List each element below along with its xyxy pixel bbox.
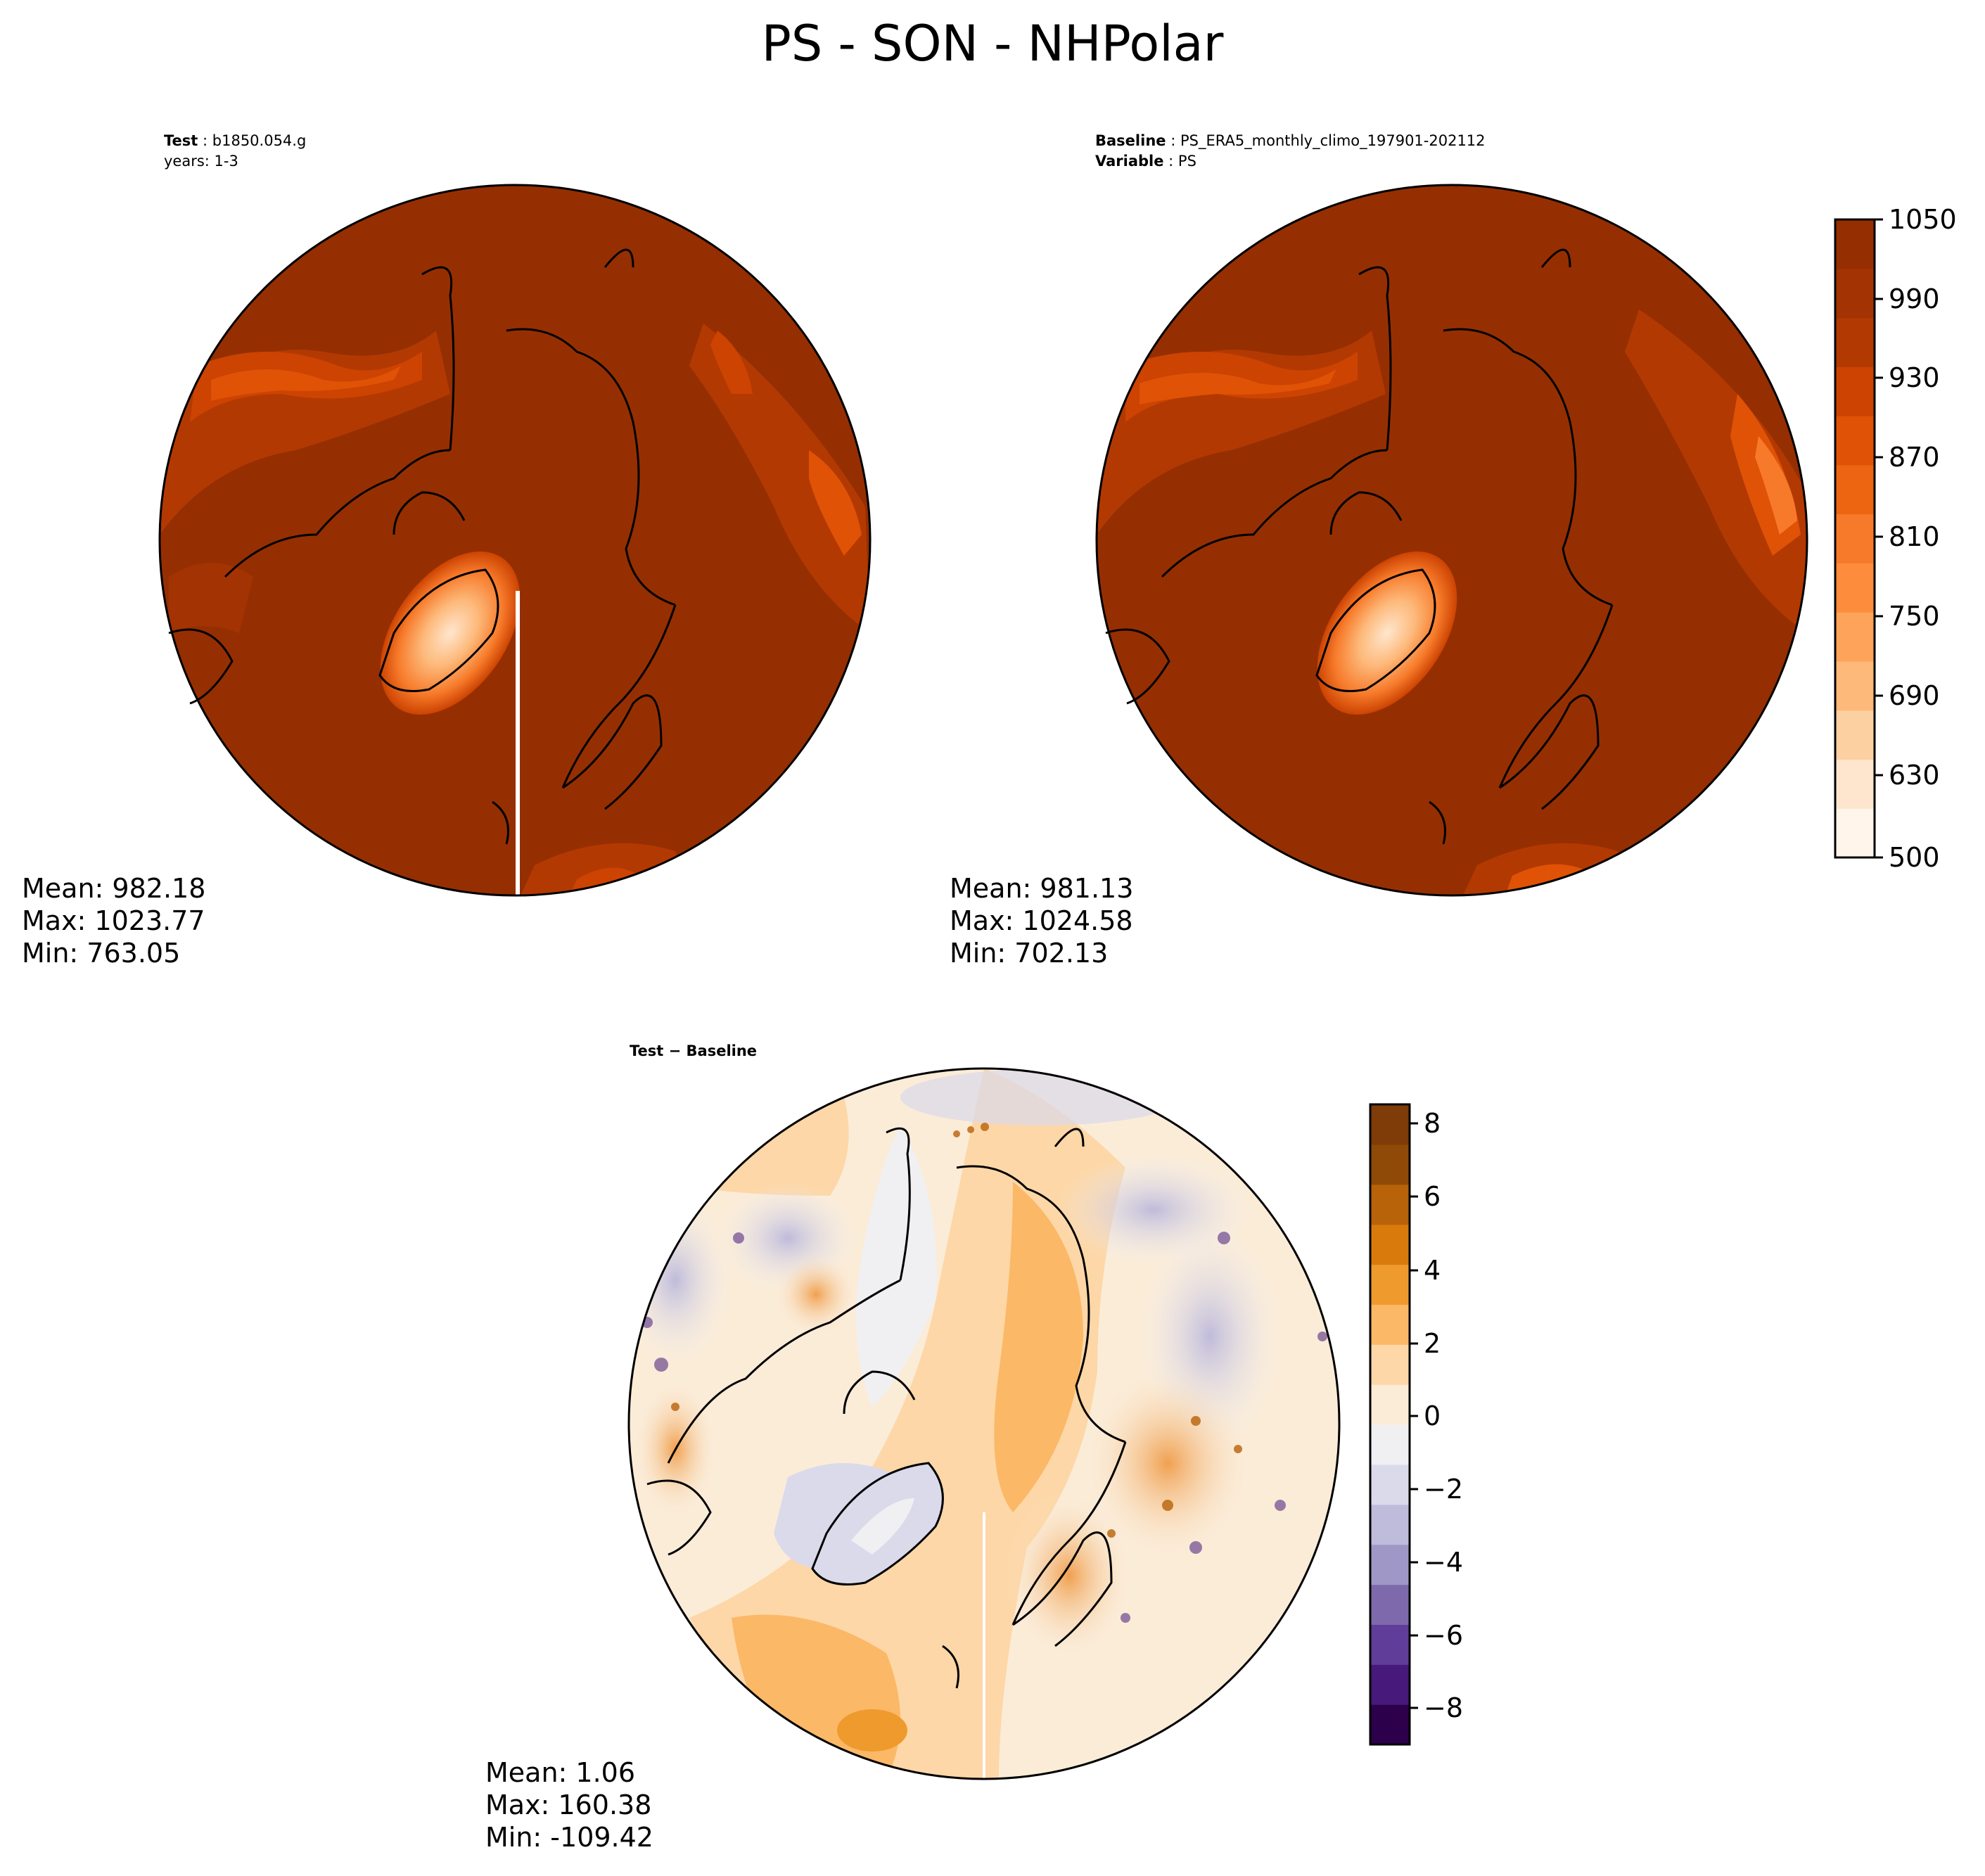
test-mean: Mean: 982.18 <box>22 873 205 904</box>
diff-colorbar-frame <box>1369 1103 1411 1746</box>
diff-colorbar-swatch <box>1370 1504 1410 1545</box>
field-colorbar-tick-label: 990 <box>1889 283 1940 314</box>
diff-colorbar-swatch <box>1370 1224 1410 1265</box>
diff-colorbar-swatch <box>1370 1544 1410 1585</box>
field-colorbar-swatch <box>1835 366 1875 416</box>
diff-colorbar-swatch <box>1370 1624 1410 1665</box>
diff-colorbar-tick-label: −4 <box>1424 1547 1463 1578</box>
diff-colorbar: 8 6 4 2 0 −2 −4 −6 −8 <box>1369 1103 1463 1746</box>
field-colorbar-tick-label: 1050 <box>1889 204 1957 235</box>
field-colorbar-swatch <box>1835 612 1875 662</box>
diff-max: Max: 160.38 <box>485 1789 651 1820</box>
field-colorbar-tick-label: 930 <box>1889 362 1940 393</box>
field-colorbar-tick-label: 870 <box>1889 442 1940 473</box>
field-colorbar-swatch <box>1835 563 1875 613</box>
field-colorbar: 1050 990 930 870 810 750 690 630 500 <box>1834 204 1957 873</box>
diff-map <box>629 1068 1339 1779</box>
diff-colorbar-swatch <box>1370 1664 1410 1705</box>
figure-title: PS - SON - NHPolar <box>762 15 1224 72</box>
diff-colorbar-swatch <box>1370 1464 1410 1505</box>
field-colorbar-swatch <box>1835 808 1875 858</box>
field-colorbar-tick-label: 690 <box>1889 680 1940 711</box>
field-colorbar-swatch <box>1835 317 1875 367</box>
diff-coastlines <box>646 1127 1127 1689</box>
field-colorbar-swatch <box>1835 268 1875 319</box>
diff-colorbar-tick-label: 2 <box>1424 1328 1441 1359</box>
field-colorbar-swatch <box>1835 513 1875 563</box>
diff-colorbar-swatch <box>1370 1264 1410 1305</box>
baseline-mean: Mean: 981.13 <box>950 873 1133 904</box>
diff-colorbar-tick-label: 4 <box>1424 1255 1441 1286</box>
diff-colorbar-tick-label: 0 <box>1424 1400 1441 1431</box>
field-colorbar-swatch <box>1835 661 1875 711</box>
diff-colorbar-swatch <box>1370 1424 1410 1465</box>
field-colorbar-tick-label: 630 <box>1889 760 1940 791</box>
field-colorbar-swatch <box>1835 464 1875 515</box>
svg-text:Test : b1850.054.g: Test : b1850.054.g <box>164 132 306 149</box>
field-colorbar-tick-label: 810 <box>1889 521 1940 552</box>
diff-colorbar-tick-label: −2 <box>1424 1474 1463 1505</box>
field-colorbar-swatch <box>1835 710 1875 760</box>
field-colorbar-swatch <box>1835 219 1875 269</box>
diff-label: Test − Baseline <box>630 1042 757 1059</box>
svg-text:Variable : PS: Variable : PS <box>1095 153 1196 170</box>
diff-colorbar-swatch <box>1370 1584 1410 1625</box>
baseline-label-value: PS_ERA5_monthly_climo_197901-202112 <box>1180 132 1486 150</box>
test-max: Max: 1023.77 <box>22 905 205 936</box>
baseline-min: Min: 702.13 <box>950 938 1108 969</box>
diff-colorbar-swatch <box>1370 1384 1410 1425</box>
field-colorbar-frame <box>1834 218 1876 859</box>
field-colorbar-swatch <box>1835 416 1875 466</box>
field-colorbar-swatch <box>1835 759 1875 809</box>
baseline-variable-value: PS <box>1178 153 1196 170</box>
test-map <box>160 185 870 895</box>
svg-text:Baseline : PS_ERA5_monthly_cli: Baseline : PS_ERA5_monthly_climo_197901-… <box>1095 132 1486 150</box>
baseline-label-key: Baseline <box>1095 132 1166 149</box>
diff-colorbar-swatch <box>1370 1104 1410 1145</box>
baseline-variable-key: Variable <box>1095 153 1163 170</box>
diff-colorbar-swatch <box>1370 1704 1410 1745</box>
diff-colorbar-swatch <box>1370 1304 1410 1345</box>
test-min: Min: 763.05 <box>22 938 180 969</box>
test-years: years: 1-3 <box>164 153 238 170</box>
diff-min: Min: -109.42 <box>485 1822 653 1853</box>
diff-mean: Mean: 1.06 <box>485 1757 635 1788</box>
test-label-key: Test <box>164 132 198 149</box>
baseline-coastlines <box>1105 248 1614 845</box>
test-label-value: b1850.054.g <box>212 132 307 149</box>
diff-colorbar-tick-label: 6 <box>1424 1181 1441 1212</box>
diff-colorbar-swatch <box>1370 1184 1410 1225</box>
diff-colorbar-tick-label: −8 <box>1424 1692 1463 1723</box>
baseline-max: Max: 1024.58 <box>950 905 1133 936</box>
diff-colorbar-swatch <box>1370 1144 1410 1185</box>
field-colorbar-tick-label: 750 <box>1889 601 1940 632</box>
diff-colorbar-tick-label: −6 <box>1424 1620 1463 1651</box>
diff-colorbar-tick-label: 8 <box>1424 1108 1441 1139</box>
baseline-map <box>1097 185 1807 895</box>
field-colorbar-tick-label: 500 <box>1889 842 1940 873</box>
test-coastlines <box>168 248 677 845</box>
diff-colorbar-swatch <box>1370 1344 1410 1385</box>
